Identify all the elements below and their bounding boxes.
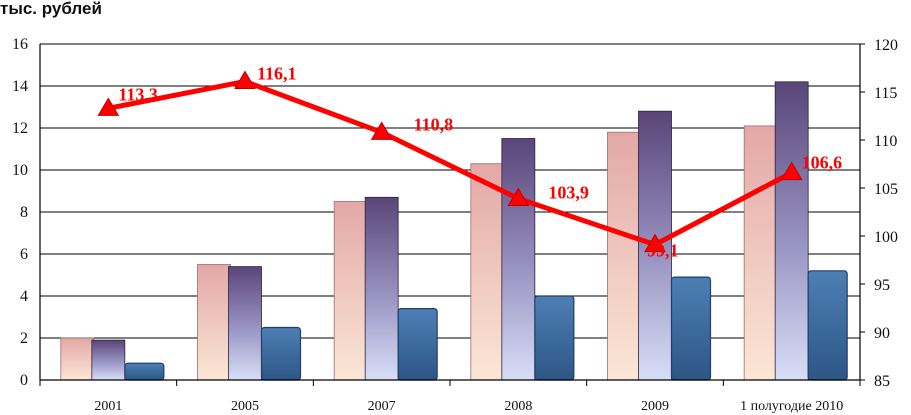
y-right-tick-label: 110 bbox=[874, 133, 897, 150]
y-left-tick-label: 16 bbox=[12, 36, 28, 53]
growth-point-marker bbox=[97, 97, 120, 116]
growth-point-marker bbox=[507, 187, 530, 207]
growth-point-marker bbox=[370, 121, 393, 140]
gridlines bbox=[40, 43, 860, 339]
growth-line bbox=[97, 70, 803, 253]
bar-series-3 bbox=[397, 308, 438, 381]
growth-data-label: 103,9 bbox=[548, 183, 589, 203]
bar-series-3 bbox=[260, 326, 302, 381]
growth-data-label: 116,1 bbox=[257, 63, 297, 83]
bars bbox=[60, 81, 848, 381]
bar-series-3 bbox=[534, 295, 575, 381]
y-right-tick-label: 105 bbox=[874, 181, 898, 198]
y-left-tick-label: 6 bbox=[20, 246, 28, 263]
x-category-label: 1 полугодие 2010 bbox=[740, 399, 843, 414]
y-left-tick-label: 10 bbox=[12, 162, 28, 179]
y-left-tick-label: 12 bbox=[12, 120, 28, 137]
bar-series-1 bbox=[60, 337, 95, 381]
growth-data-label: 110,8 bbox=[414, 114, 454, 134]
bar-series-2 bbox=[501, 138, 536, 381]
x-category-label: 2001 bbox=[94, 399, 122, 414]
y-left-tick-label: 14 bbox=[12, 78, 28, 95]
growth-data-label: 113,3 bbox=[118, 84, 158, 104]
x-category-label: 2007 bbox=[368, 399, 396, 414]
bar-series-3 bbox=[807, 270, 848, 381]
y-right-tick-label: 115 bbox=[874, 85, 897, 102]
y-axis-unit-label: тыс. рублей bbox=[0, 0, 102, 18]
bar-series-2 bbox=[774, 81, 809, 381]
y-left-tick-label: 2 bbox=[20, 330, 28, 347]
bar-series-1 bbox=[333, 201, 368, 381]
y-left-tick-label: 4 bbox=[20, 288, 28, 305]
growth-point-marker bbox=[644, 233, 666, 253]
y-left-tick-label: 8 bbox=[20, 204, 28, 221]
bar-series-2 bbox=[91, 339, 126, 381]
bar-series-3 bbox=[670, 276, 712, 381]
y-right-tick-label: 120 bbox=[874, 37, 898, 54]
bar-series-3 bbox=[124, 362, 165, 381]
growth-point-marker bbox=[780, 161, 803, 181]
bar-series-2 bbox=[228, 266, 262, 381]
growth-line-path bbox=[107, 78, 793, 248]
growth-point-marker bbox=[234, 70, 256, 89]
y-right-tick-label: 90 bbox=[874, 325, 890, 342]
x-category-label: 2008 bbox=[504, 399, 532, 414]
bar-series-1 bbox=[197, 264, 231, 381]
bar-series-1 bbox=[470, 163, 505, 381]
bar-series-2 bbox=[364, 196, 399, 381]
growth-data-label: 106,6 bbox=[802, 153, 843, 173]
bar-series-1 bbox=[743, 125, 778, 381]
y-right-tick-label: 85 bbox=[874, 373, 890, 390]
axes: 0 2 4 6 8 10 12 14 16 85 90 95 100 105 110 115 120 2001 20… bbox=[12, 36, 898, 414]
y-right-tick-label: 95 bbox=[874, 277, 890, 294]
y-left-tick-label: 0 bbox=[20, 372, 28, 389]
growth-data-label: 99,1 bbox=[647, 241, 679, 261]
bar-series-1 bbox=[607, 131, 641, 381]
data-labels: 113,3 116,1 110,8 103,9 99,1 106,6 bbox=[118, 63, 842, 260]
y-right-tick-label: 100 bbox=[874, 229, 898, 246]
x-category-label: 2005 bbox=[231, 399, 259, 414]
x-category-label: 2009 bbox=[641, 399, 669, 414]
